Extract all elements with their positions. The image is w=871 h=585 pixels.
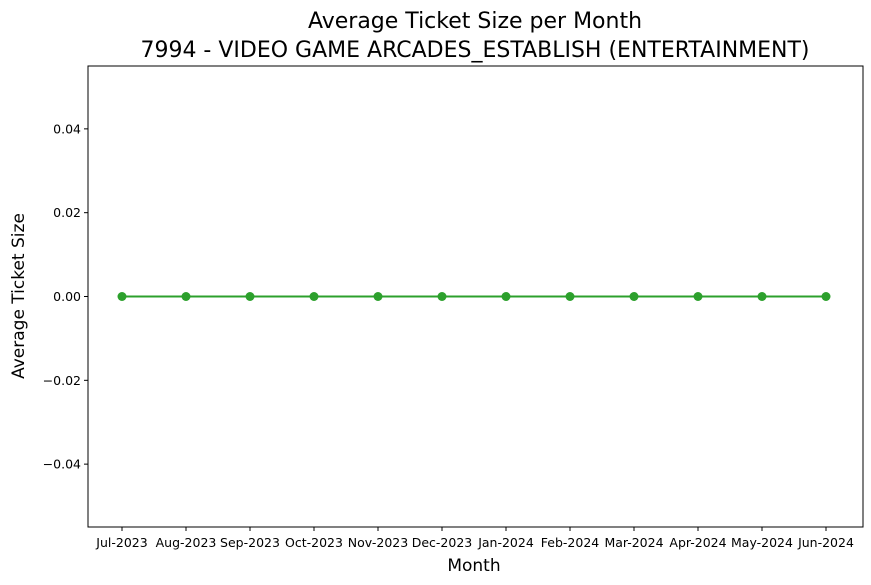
x-tick-label-6: Jan-2024 [477,535,534,550]
x-tick-label-9: Apr-2024 [669,535,726,550]
data-point-2 [245,292,255,301]
x-tick-label-5: Dec-2023 [412,535,473,550]
y-axis-label: Average Ticket Size [9,213,29,379]
plot-area: −0.04 −0.02 0.00 0.02 0.04 Jul-2023 Aug-2023 Se… [43,65,864,550]
chart-title-line1: Average Ticket Size per Month [308,9,642,34]
y-tick-label-4: 0.04 [53,121,81,136]
data-point-8 [629,292,639,301]
x-tick-label-7: Feb-2024 [541,535,600,550]
data-point-3 [309,292,319,301]
x-tick-label-3: Oct-2023 [285,535,343,550]
x-tick-label-1: Aug-2023 [156,535,217,550]
data-point-6 [501,292,511,301]
x-axis-label: Month [447,556,500,576]
x-tick-label-2: Sep-2023 [220,535,280,550]
x-tick-label-10: May-2024 [731,535,793,550]
data-point-4 [373,292,383,301]
y-tick-label-3: 0.02 [53,205,81,220]
data-point-9 [693,292,703,301]
data-point-11 [821,292,831,301]
data-point-1 [181,292,191,301]
data-point-10 [757,292,767,301]
data-point-0 [117,292,127,301]
data-point-5 [437,292,447,301]
x-tick-label-11: Jun-2024 [797,535,854,550]
y-tick-label-0: −0.04 [43,457,81,472]
data-point-7 [565,292,575,301]
x-tick-label-8: Mar-2024 [604,535,663,550]
x-tick-label-0: Jul-2023 [95,535,147,550]
chart-title-line2: 7994 - VIDEO GAME ARCADES_ESTABLISH (ENT… [140,38,809,63]
y-tick-label-1: −0.02 [43,373,81,388]
x-tick-label-4: Nov-2023 [348,535,408,550]
y-tick-label-2: 0.00 [53,289,81,304]
